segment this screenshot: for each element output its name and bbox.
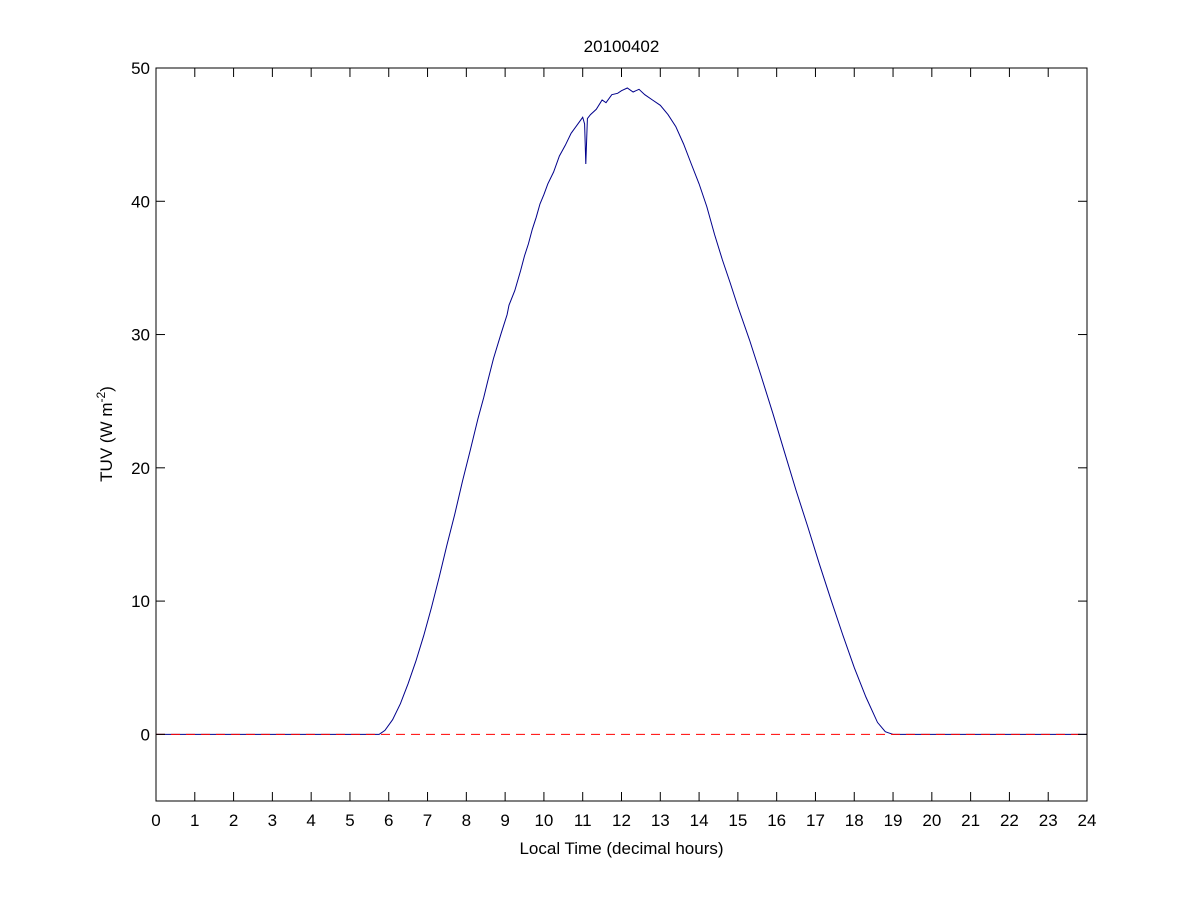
y-tick-label: 50 [131,59,150,78]
x-tick-label: 1 [190,811,199,830]
x-axis-label: Local Time (decimal hours) [519,839,723,858]
y-axis: 0 10 20 30 40 50 [131,59,1087,744]
x-tick-label: 3 [268,811,277,830]
x-axis: 0 1 2 3 4 5 6 7 8 9 10 11 12 13 14 15 16 17 18 19 20 21 22 23 24 [151,68,1096,830]
x-tick-label: 20 [922,811,941,830]
x-tick-label: 2 [229,811,238,830]
x-tick-label: 13 [651,811,670,830]
plot-area [156,68,1087,801]
x-tick-label: 9 [500,811,509,830]
x-tick-label: 24 [1078,811,1097,830]
x-tick-label: 21 [961,811,980,830]
x-tick-label: 4 [306,811,315,830]
x-tick-label: 14 [690,811,709,830]
x-tick-label: 10 [534,811,553,830]
y-tick-label: 10 [131,592,150,611]
y-axis-label-close: ) [97,386,116,392]
chart-title: 20100402 [584,37,660,56]
x-tick-label: 11 [574,811,592,830]
x-tick-label: 17 [806,811,825,830]
x-tick-label: 19 [884,811,903,830]
x-tick-label: 22 [1000,811,1019,830]
x-tick-label: 15 [728,811,747,830]
y-tick-label: 20 [131,459,150,478]
series-line-0 [156,87,1087,735]
x-tick-label: 12 [612,811,631,830]
x-tick-label: 8 [462,811,471,830]
x-tick-label: 16 [767,811,786,830]
series-layer [156,87,1087,735]
x-tick-label: 5 [345,811,354,830]
y-tick-label: 30 [131,326,150,345]
x-tick-label: 0 [151,811,160,830]
y-axis-label-main: TUV (W m [97,403,116,482]
x-tick-label: 7 [423,811,432,830]
x-tick-label: 6 [384,811,393,830]
y-tick-label: 0 [141,725,150,744]
x-tick-label: 18 [845,811,864,830]
y-axis-label: TUV (W m-2) [94,386,116,482]
y-axis-label-superscript: -2 [94,392,108,403]
y-tick-label: 40 [131,192,150,211]
x-tick-label: 23 [1039,811,1058,830]
